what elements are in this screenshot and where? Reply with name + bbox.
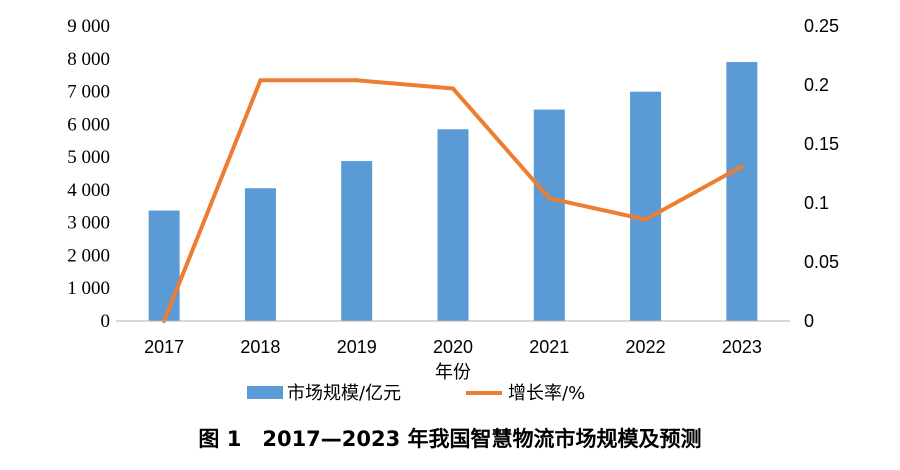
left-tick-label: 9 000: [67, 16, 110, 37]
legend-bar-swatch: [247, 386, 283, 399]
legend-line-label: 增长率/%: [508, 383, 585, 404]
x-tick-label: 2022: [626, 337, 666, 357]
legend: 市场规模/亿元 增长率/%: [247, 383, 585, 404]
left-tick-label: 8 000: [67, 49, 110, 70]
x-axis-label: 年份: [435, 362, 471, 383]
growth-point-2022: [643, 217, 648, 222]
right-axis-ticks: 0 0.05 0.1 0.15 0.2 0.25: [804, 16, 839, 331]
left-tick-label: 7 000: [67, 82, 110, 103]
left-tick-label: 0: [101, 311, 111, 332]
bar-2023: [726, 62, 758, 322]
growth-point-2021: [547, 196, 552, 201]
x-axis-ticks: 2017 2018 2019 2020 2021 2022 2023: [144, 337, 762, 357]
bar-2017: [148, 210, 180, 321]
right-tick-label: 0: [804, 311, 814, 331]
right-tick-label: 0.05: [804, 252, 839, 272]
growth-line-layer: [162, 78, 744, 323]
x-tick-label: 2018: [240, 337, 280, 357]
bar-2019: [341, 161, 373, 321]
growth-point-2018: [258, 78, 263, 83]
x-tick-label: 2017: [144, 337, 184, 357]
right-tick-label: 0.15: [804, 134, 839, 154]
bar-2022: [630, 91, 662, 321]
left-tick-label: 3 000: [67, 213, 110, 234]
bars-layer: [148, 62, 758, 322]
x-tick-label: 2019: [337, 337, 377, 357]
right-tick-label: 0.1: [804, 193, 829, 213]
growth-point-2019: [354, 78, 359, 83]
x-tick-label: 2020: [433, 337, 473, 357]
bar-2018: [244, 188, 276, 321]
bar-2021: [533, 109, 565, 321]
left-tick-label: 5 000: [67, 147, 110, 168]
right-tick-label: 0.2: [804, 75, 829, 95]
x-tick-label: 2023: [722, 337, 762, 357]
left-tick-label: 4 000: [67, 180, 110, 201]
bar-2020: [437, 129, 469, 321]
left-tick-label: 2 000: [67, 245, 110, 266]
left-axis-ticks: 0 1 000 2 000 3 000 4 000 5 000 6 000 7 000 8 00…: [67, 16, 110, 332]
left-tick-label: 1 000: [67, 278, 110, 299]
right-tick-label: 0.25: [804, 16, 839, 36]
growth-point-2023: [739, 164, 744, 169]
growth-point-2020: [451, 86, 455, 91]
x-tick-label: 2021: [529, 337, 569, 357]
figure-caption: 图 1 2017—2023 年我国智慧物流市场规模及预测: [198, 427, 701, 451]
left-tick-label: 6 000: [67, 114, 110, 135]
legend-bar-label: 市场规模/亿元: [287, 383, 401, 404]
